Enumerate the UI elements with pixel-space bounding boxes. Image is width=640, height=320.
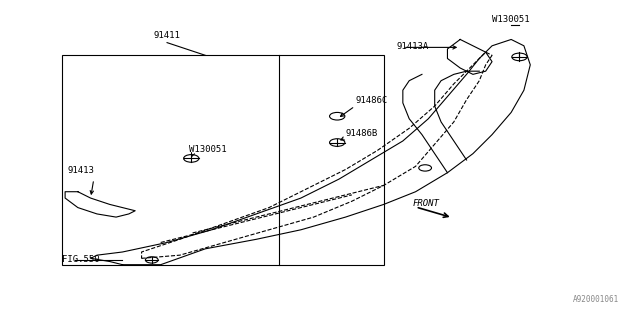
Text: A920001061: A920001061 [573,295,620,304]
Text: W130051: W130051 [189,145,227,154]
Text: 91486C: 91486C [355,96,387,105]
Text: 91413A: 91413A [396,42,429,51]
Bar [62,55,384,265]
Text: FRONT: FRONT [412,199,439,208]
Text: W130051: W130051 [492,15,530,24]
Text: 91411: 91411 [154,31,180,40]
Text: 91486B: 91486B [346,129,378,138]
Text: FIG.550: FIG.550 [62,255,100,264]
Text: 91413: 91413 [68,166,95,175]
